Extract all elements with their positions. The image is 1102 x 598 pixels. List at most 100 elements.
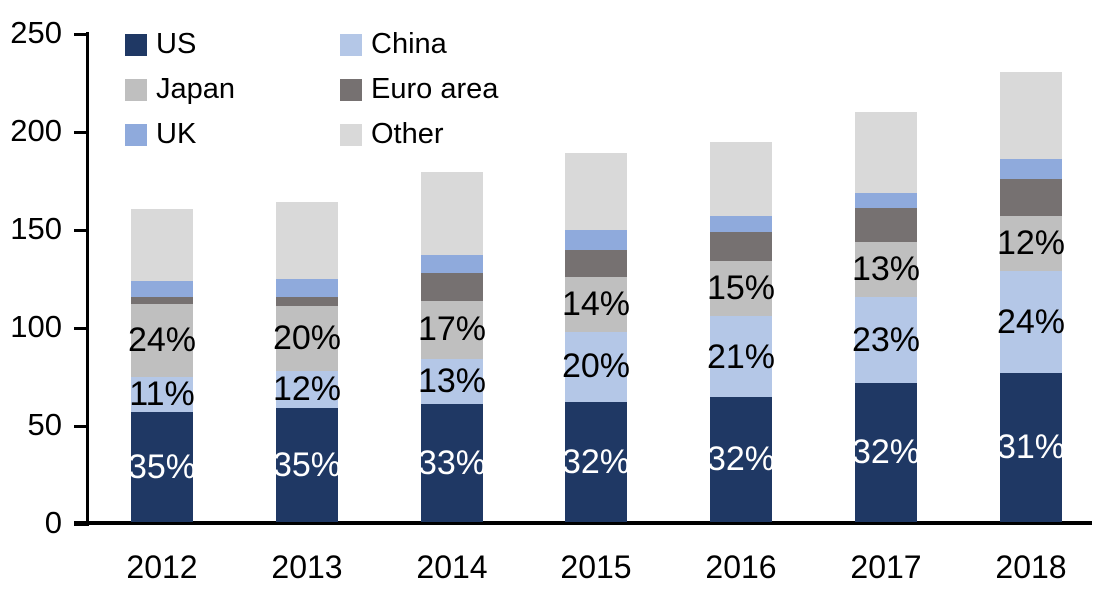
segment-japan-2012: 24% [127, 303, 197, 377]
data-label-china: 24% [996, 302, 1066, 341]
data-label-japan: 15% [706, 269, 776, 307]
segment-uk-2016 [710, 215, 772, 232]
bar-2014: 33% 13% 17% [417, 172, 487, 522]
segment-euro-area-2017 [855, 208, 917, 242]
legend-label: Euro area [371, 73, 499, 105]
y-axis-tick [74, 131, 89, 134]
data-label-us: 35% [127, 447, 197, 486]
data-label-japan: 17% [417, 310, 487, 348]
segment-uk-2015 [565, 229, 627, 250]
data-label-japan: 12% [996, 224, 1066, 262]
segment-uk-2014 [421, 254, 483, 273]
segment-us-2013: 35% [272, 407, 342, 522]
segment-china-2015: 20% [561, 330, 631, 402]
segment-japan-2017: 13% [851, 241, 921, 297]
segment-japan-2015: 14% [561, 276, 631, 332]
segment-china-2017: 23% [851, 296, 921, 383]
data-label-japan: 14% [561, 285, 631, 323]
x-axis-line [74, 521, 1092, 525]
segment-us-2012: 35% [127, 411, 197, 522]
legend-label: US [156, 28, 197, 60]
bar-2017: 32% 23% 13% [851, 112, 921, 522]
segment-us-2015: 32% [561, 401, 631, 522]
legend-item-euro-area: Euro area [340, 75, 640, 104]
y-axis-tick-label: 250 [10, 15, 62, 50]
legend-swatch-euro-area-icon [340, 78, 362, 101]
x-axis-label-2012: 2012 [126, 549, 198, 585]
segment-us-2018: 31% [996, 372, 1066, 522]
segment-us-2014: 33% [417, 403, 487, 522]
y-axis-tick-label: 150 [10, 211, 62, 246]
y-axis-tick-label: 50 [27, 407, 62, 442]
y-axis-tick [74, 425, 89, 428]
segment-euro-area-2018 [1000, 178, 1062, 216]
data-label-us: 33% [417, 443, 487, 482]
segment-japan-2016: 15% [706, 260, 776, 316]
data-label-us: 32% [706, 440, 776, 478]
bar-2018: 31% 24% 12% [996, 72, 1066, 522]
segment-us-2016: 32% [706, 396, 776, 522]
legend-swatch-china-icon [340, 33, 362, 56]
legend-swatch-japan-icon [125, 78, 147, 101]
segment-uk-2018 [1000, 158, 1062, 179]
data-label-japan: 20% [272, 319, 342, 357]
segment-uk-2017 [855, 191, 917, 208]
segment-uk-2013 [276, 278, 338, 297]
segment-china-2014: 13% [417, 358, 487, 404]
data-label-china: 11% [129, 375, 195, 413]
y-axis-line [86, 32, 89, 525]
data-label-us: 32% [851, 433, 921, 471]
segment-other-2018 [1000, 72, 1062, 159]
segment-china-2018: 24% [996, 270, 1066, 373]
legend-label: Japan [156, 73, 236, 105]
data-label-japan: 24% [127, 321, 197, 359]
data-label-china: 13% [417, 362, 487, 400]
x-axis-label-2014: 2014 [416, 549, 488, 585]
segment-other-2017 [855, 112, 917, 193]
legend-swatch-us-icon [125, 33, 147, 56]
y-axis-tick [74, 327, 89, 330]
data-label-china: 12% [272, 370, 342, 408]
y-axis-tick [74, 523, 89, 526]
y-axis-tick [74, 33, 89, 36]
legend-label: UK [156, 118, 197, 150]
segment-japan-2013: 20% [272, 305, 342, 371]
segment-euro-area-2016 [710, 231, 772, 261]
legend-label: China [371, 28, 447, 60]
legend-item-other: Other [340, 120, 640, 149]
legend-swatch-other-icon [340, 123, 362, 146]
legend-item-us: US [125, 30, 340, 59]
segment-china-2012: 11% [129, 375, 195, 413]
data-label-us: 35% [272, 445, 342, 484]
segment-euro-area-2015 [565, 249, 627, 277]
bar-2015: 32% 20% 14% [561, 153, 631, 522]
segment-china-2013: 12% [272, 370, 342, 408]
data-label-us: 32% [561, 442, 631, 481]
segment-euro-area-2013 [276, 295, 338, 306]
x-axis-label-2015: 2015 [560, 549, 632, 585]
segment-japan-2014: 17% [417, 299, 487, 359]
data-label-us: 31% [996, 428, 1066, 466]
chart-legend: US China Japan Euro area UK Other [125, 22, 640, 157]
y-axis-tick [74, 229, 89, 232]
segment-japan-2018: 12% [996, 215, 1066, 271]
bar-2012: 35% 11% 24% [127, 209, 197, 522]
legend-item-china: China [340, 30, 640, 59]
data-label-china: 21% [706, 337, 776, 376]
data-label-china: 23% [851, 320, 921, 359]
legend-swatch-uk-icon [125, 123, 147, 146]
x-axis-label-2013: 2013 [271, 549, 343, 585]
segment-us-2017: 32% [851, 382, 921, 522]
segment-uk-2012 [131, 280, 193, 297]
data-label-china: 20% [561, 347, 631, 385]
segment-euro-area-2014 [421, 273, 483, 301]
segment-other-2016 [710, 142, 772, 216]
segment-other-2014 [421, 172, 483, 255]
segment-other-2015 [565, 153, 627, 230]
data-label-japan: 13% [851, 250, 921, 288]
legend-item-uk: UK [125, 120, 340, 149]
y-axis-tick-label: 100 [10, 309, 62, 344]
segment-euro-area-2012 [131, 295, 193, 304]
x-axis-label-2018: 2018 [995, 549, 1067, 585]
